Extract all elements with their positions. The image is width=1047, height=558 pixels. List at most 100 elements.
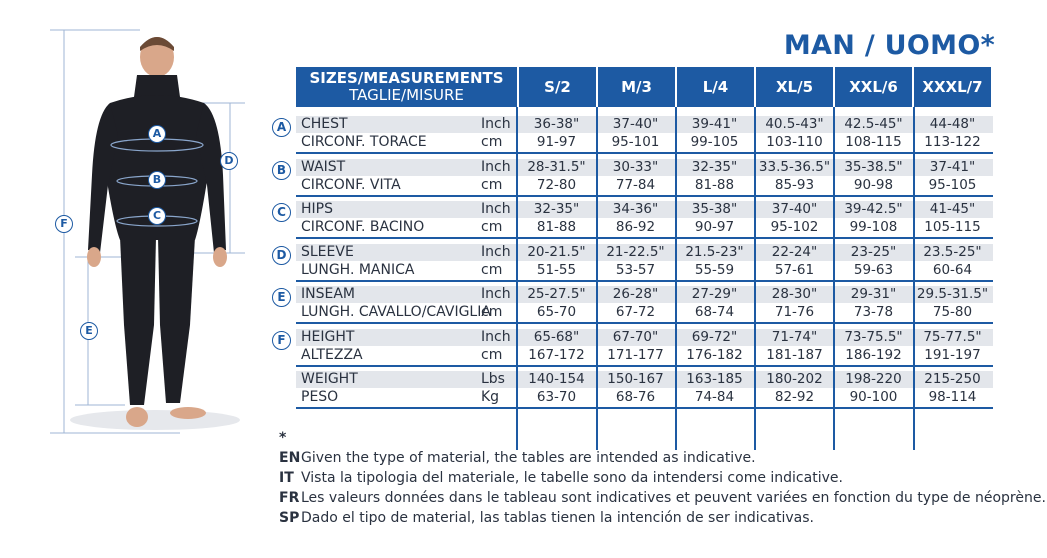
size-value: 37-40" [771,201,818,217]
size-value: 55-59 [694,261,735,278]
row-badge: C [272,203,291,222]
size-value: 29-31" [850,286,897,302]
size-value: 53-57 [615,261,656,278]
size-value: 140-154 [528,371,585,387]
size-value: 23-25" [850,243,897,260]
column-divider [833,107,835,450]
measure-label-it: PESO [301,389,339,405]
measure-label-it: LUNGH. MANICA [301,261,415,278]
table-header: SIZES/MEASUREMENTS TAGLIE/MISURE S/2 M/3… [296,67,993,107]
row-shade [296,116,993,133]
size-value: 180-202 [766,371,823,387]
size-value: 99-108 [849,219,898,235]
size-value: 35-38" [691,201,738,217]
table-row: D SLEEVE LUNGH. MANICA Inch cm 20-21.5" 21-22.… [272,242,993,282]
header-size: XL/5 [754,67,833,107]
row-badge: B [272,160,291,180]
row-divider [296,364,993,367]
note-text: Vista la tipologia del materiale, le tab… [301,470,843,486]
unit-label: Inch [481,201,511,217]
size-value: 37-40" [612,116,659,132]
size-value: 99-105 [690,134,739,150]
size-value: 181-187 [766,346,823,363]
size-value: 167-172 [528,346,585,363]
note-code: IT [279,470,294,486]
note-text: Les valeurs données dans le tableau sont… [301,490,1046,506]
size-value: 27-29" [691,286,738,302]
size-value: 77-84 [615,176,656,193]
footnote-star: * [279,430,287,446]
unit-label: cm [481,304,503,320]
table-row: A CHEST CIRCONF. TORACE Inch cm 36-38" 37-40" 3… [272,114,993,154]
row-badge: A [272,118,291,137]
size-value: 91-97 [536,134,577,150]
measure-label: WEIGHT [301,371,358,387]
unit-label: cm [481,176,503,193]
size-value: 34-36" [612,201,659,217]
unit-label: cm [481,261,503,278]
note-text: Given the type of material, the tables a… [301,450,756,466]
header-size: M/3 [596,67,675,107]
marker-d: D [220,152,238,170]
marker-c: C [148,207,166,225]
size-value: 198-220 [845,371,902,387]
row-shade [296,286,993,303]
row-divider [296,407,993,409]
size-value: 60-64 [932,261,973,278]
size-value: 98-114 [928,389,977,405]
row-shade [296,328,993,346]
measure-label-it: CIRCONF. BACINO [301,219,425,235]
note-code: EN [279,450,301,466]
size-value: 163-185 [686,371,743,387]
row-divider [296,322,993,324]
size-value: 81-88 [694,176,735,193]
table-row: B WAIST CIRCONF. VITA Inch cm 28-31.5" 30-33" 3… [272,157,993,197]
header-size: XXXL/7 [912,67,991,107]
header-size: L/4 [675,67,754,107]
size-value: 95-105 [928,176,977,193]
size-value: 22-24" [771,243,818,260]
unit-label: Inch [481,158,511,175]
size-value: 73-75.5" [844,328,903,345]
size-value: 21-22.5" [606,243,665,260]
size-value: 63-70 [536,389,577,405]
size-value: 71-74" [771,328,818,345]
size-value: 68-76 [615,389,656,405]
row-badge: D [272,245,291,265]
size-value: 21.5-23" [685,243,744,260]
note-code: SP [279,510,300,526]
measure-label: SLEEVE [301,243,354,260]
marker-a: A [148,125,166,143]
unit-label: Kg [481,389,500,405]
size-value: 59-63 [853,261,894,278]
column-divider [516,107,518,450]
size-value: 74-84 [694,389,735,405]
size-value: 36-38" [533,116,580,132]
row-divider [296,237,993,239]
size-value: 29.5-31.5" [916,286,989,302]
row-shade [296,243,993,261]
row-divider [296,194,993,197]
size-value: 37-41" [929,158,976,175]
size-value: 40.5-43" [765,116,824,132]
size-value: 67-70" [612,328,659,345]
note-sp: SP Dado el tipo de material, las tablas t… [279,508,1046,528]
table-row: F HEIGHT ALTEZZA Inch cm 65-68" 67-70" 69-72" 71… [272,327,993,367]
unit-label: Inch [481,243,511,260]
table-row: WEIGHT PESO Lbs Kg 140-154 150-167 163-185 180-… [272,369,993,409]
size-value: 44-48" [929,116,976,132]
size-value: 57-61 [774,261,815,278]
measure-label: HIPS [301,201,333,217]
size-value: 68-74 [694,304,735,320]
page-title: MAN / UOMO* [783,30,995,61]
size-value: 85-93 [774,176,815,193]
size-value: 90-100 [849,389,898,405]
wetsuit-model-illustration [50,29,245,434]
row-shade [296,201,993,218]
size-value: 75-80 [932,304,973,320]
size-value: 176-182 [686,346,743,363]
size-value: 51-55 [536,261,577,278]
table-row: E INSEAM LUNGH. CAVALLO/CAVIGLIA Inch cm 25-2… [272,284,993,324]
marker-e: E [80,322,98,340]
size-value: 186-192 [845,346,902,363]
